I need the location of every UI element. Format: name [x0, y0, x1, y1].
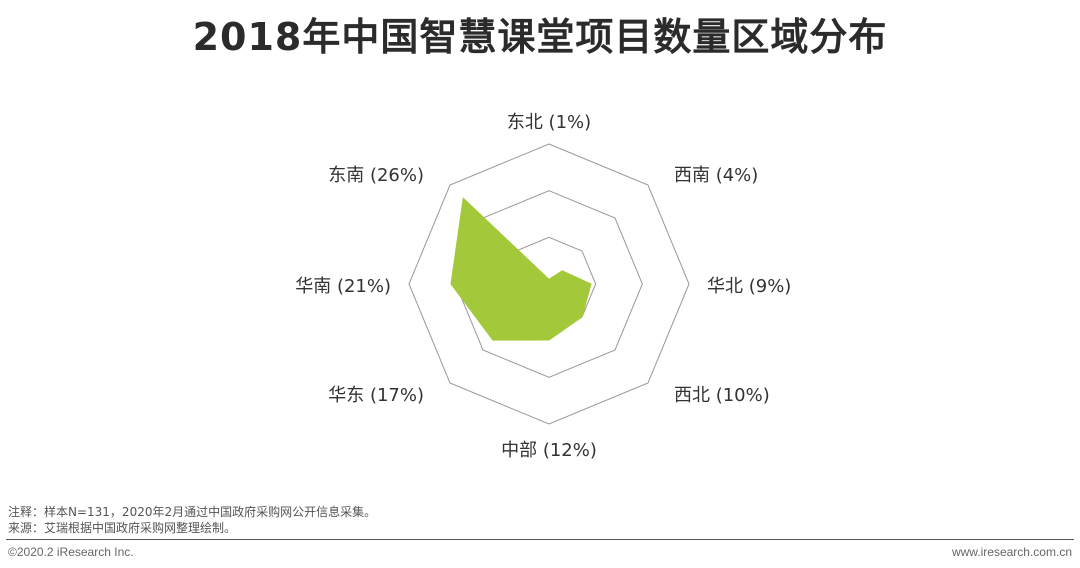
- category-label-2: 西南 (4%): [674, 165, 758, 186]
- category-label-8: 东南 (26%): [328, 165, 424, 186]
- category-label-3: 华北 (9%): [707, 276, 791, 297]
- source-text: 来源：艾瑞根据中国政府采购网整理绘制。: [8, 521, 237, 535]
- category-label-6: 华东 (17%): [328, 385, 424, 406]
- category-label-5: 中部 (12%): [501, 440, 597, 461]
- chart-notes: 注释：样本N=131，2020年2月通过中国政府采购网公开信息采集。 来源：艾瑞…: [8, 504, 376, 536]
- note-text: 注释：样本N=131，2020年2月通过中国政府采购网公开信息采集。: [8, 505, 377, 519]
- grid-ring-3: [408, 143, 690, 425]
- copyright-text: ©2020.2 iResearch Inc.: [8, 545, 134, 559]
- footer-divider: [6, 539, 1074, 540]
- page-title: 2018年中国智慧课堂项目数量区域分布: [192, 15, 888, 59]
- category-label-7: 华南 (21%): [295, 276, 391, 297]
- category-label-4: 西北 (10%): [674, 385, 770, 406]
- category-label-1: 东北 (1%): [507, 112, 591, 133]
- website-link[interactable]: www.iresearch.com.cn: [951, 545, 1072, 559]
- data-area: [450, 197, 592, 341]
